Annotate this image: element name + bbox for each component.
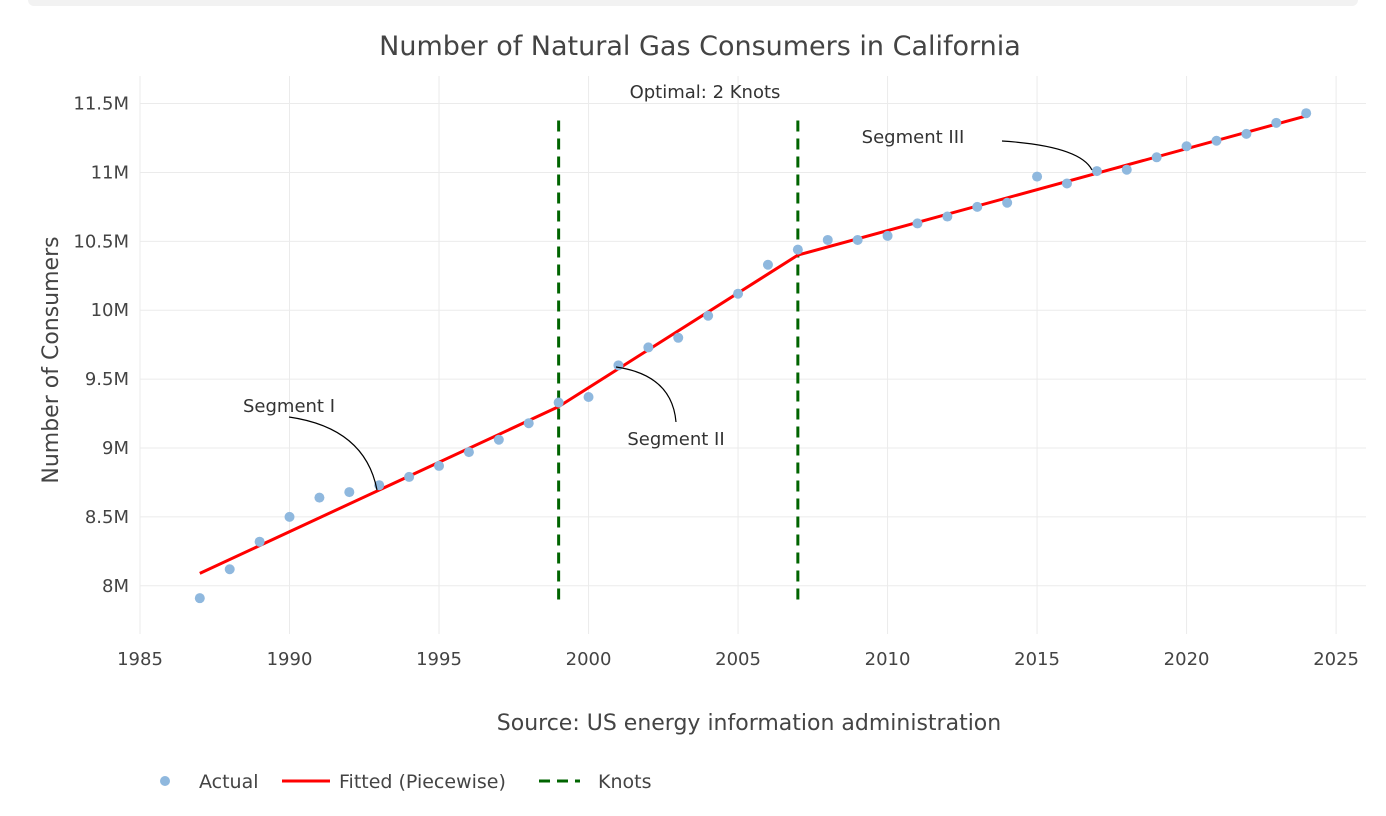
- data-point: [463, 447, 474, 458]
- data-point: [344, 487, 355, 498]
- legend-item-actual[interactable]: Actual: [160, 771, 259, 793]
- x-tick-label: 2010: [865, 649, 911, 670]
- grid-layer: [139, 76, 1366, 634]
- y-axis-title: Number of Consumers: [39, 236, 64, 483]
- annotation-arrow: [615, 366, 677, 423]
- x-axis-title: Source: US energy information administra…: [497, 711, 1001, 736]
- data-point: [942, 211, 953, 222]
- data-point: [1271, 117, 1282, 128]
- data-point: [882, 230, 893, 241]
- y-tick-label: 8.5M: [85, 507, 129, 528]
- annotation-label: Optimal: 2 Knots: [630, 82, 781, 103]
- data-point: [852, 234, 863, 245]
- data-point: [553, 397, 564, 408]
- x-tick-label: 1995: [416, 649, 462, 670]
- data-point: [703, 310, 714, 321]
- data-point: [1002, 197, 1013, 208]
- y-tick-label: 11M: [91, 162, 129, 183]
- x-tick-label: 2005: [715, 649, 761, 670]
- data-point: [1301, 108, 1312, 119]
- fitted-polyline: [199, 114, 1307, 575]
- fitted-line: [199, 114, 1307, 575]
- annotation-arrow: [288, 416, 378, 491]
- data-point: [822, 234, 833, 245]
- data-point: [1121, 164, 1132, 175]
- chart-title: Number of Natural Gas Consumers in Calif…: [379, 31, 1021, 62]
- data-point: [1211, 135, 1222, 146]
- data-point: [314, 492, 325, 503]
- data-point: [583, 392, 594, 403]
- annotations: Optimal: 2 Knots Segment I Segment II Segme…: [243, 82, 1093, 491]
- data-point: [912, 218, 923, 229]
- data-point: [254, 536, 265, 547]
- data-point: [523, 418, 534, 429]
- data-point: [733, 288, 744, 299]
- x-tick-label: 1985: [117, 649, 163, 670]
- data-point: [404, 471, 415, 482]
- data-point: [493, 434, 504, 445]
- y-tick-label: 11.5M: [73, 94, 129, 115]
- data-point: [643, 342, 654, 353]
- legend[interactable]: Actual Fitted (Piecewise) Knots: [160, 771, 651, 793]
- data-point: [762, 259, 773, 270]
- data-point: [613, 360, 624, 371]
- y-tick-label: 10.5M: [73, 231, 129, 252]
- x-tick-label: 2000: [566, 649, 612, 670]
- data-point: [284, 511, 295, 522]
- data-point: [1032, 171, 1043, 182]
- legend-label-fitted: Fitted (Piecewise): [339, 771, 506, 793]
- data-point: [1151, 152, 1162, 163]
- legend-marker-actual: [160, 776, 170, 786]
- y-tick-label: 10M: [91, 300, 129, 321]
- top-divider: [28, 0, 1358, 6]
- legend-item-fitted[interactable]: Fitted (Piecewise): [282, 771, 506, 793]
- data-point: [972, 201, 983, 212]
- data-point: [673, 332, 684, 343]
- tick-labels: 1985 1990 1995 2000 2005 2010 2015 2020 2025 8M 8.…: [73, 94, 1359, 670]
- data-point: [1091, 166, 1102, 177]
- annotation-arrow: [1001, 140, 1093, 171]
- legend-label-actual: Actual: [199, 771, 259, 793]
- annotation-label: Segment II: [627, 429, 724, 450]
- annotation-label: Segment III: [862, 127, 965, 148]
- y-tick-label: 9.5M: [85, 369, 129, 390]
- data-point: [224, 564, 235, 575]
- data-point: [1061, 178, 1072, 189]
- x-tick-label: 2025: [1313, 649, 1359, 670]
- annotation-label: Segment I: [243, 396, 335, 417]
- actual-points: [194, 108, 1312, 604]
- x-tick-label: 2020: [1164, 649, 1210, 670]
- legend-item-knots[interactable]: Knots: [539, 771, 651, 793]
- y-tick-label: 8M: [102, 576, 129, 597]
- data-point: [194, 593, 205, 604]
- knot-lines: [557, 114, 800, 600]
- data-point: [1181, 141, 1192, 152]
- x-tick-label: 1990: [267, 649, 313, 670]
- data-point: [792, 244, 803, 255]
- data-point: [1241, 128, 1252, 139]
- y-tick-label: 9M: [102, 438, 129, 459]
- legend-label-knots: Knots: [598, 771, 651, 793]
- data-point: [434, 460, 445, 471]
- x-tick-label: 2015: [1014, 649, 1060, 670]
